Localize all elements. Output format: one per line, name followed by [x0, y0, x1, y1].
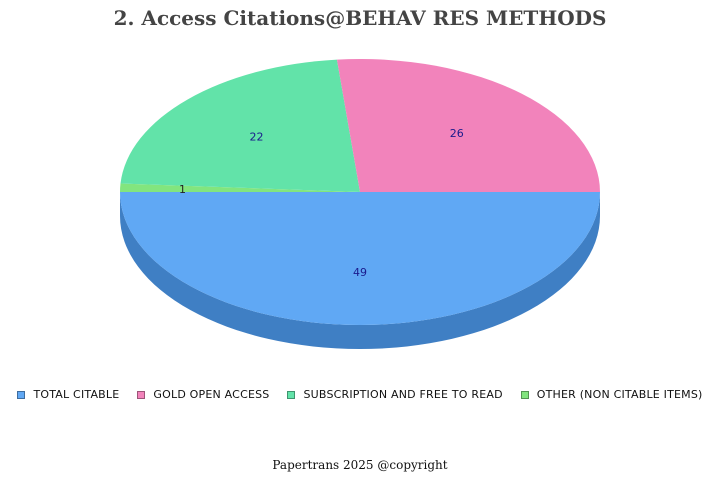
legend-swatch-gold-open-access — [137, 390, 146, 399]
legend-item-subscription-and-free-to-read: SUBSCRIPTION AND FREE TO READ — [287, 388, 503, 401]
legend: TOTAL CITABLE GOLD OPEN ACCESS SUBSCRIPTIO… — [0, 388, 720, 401]
legend-item-gold-open-access: GOLD OPEN ACCESS — [137, 388, 269, 401]
pie-label-total-citable: 49 — [353, 266, 367, 279]
pie-slice-gold-open-access — [336, 59, 601, 192]
pie-slice-subscription-and-free-to-read — [120, 59, 360, 192]
pie-slice-total-citable — [120, 192, 600, 325]
legend-swatch-total-citable — [17, 390, 26, 399]
pie-side-total-citable — [120, 192, 600, 349]
legend-label-other-non-citable-items: OTHER (NON CITABLE ITEMS) — [536, 388, 703, 401]
legend-label-subscription-and-free-to-read: SUBSCRIPTION AND FREE TO READ — [303, 388, 503, 401]
pie-slice-other-non-citable-items — [120, 183, 360, 192]
legend-item-total-citable: TOTAL CITABLE — [17, 388, 119, 401]
legend-label-total-citable: TOTAL CITABLE — [33, 388, 120, 401]
footer-copyright: Papertrans 2025 @copyright — [272, 458, 448, 472]
legend-item-other-non-citable-items: OTHER (NON CITABLE ITEMS) — [520, 388, 703, 401]
legend-label-gold-open-access: GOLD OPEN ACCESS — [153, 388, 270, 401]
legend-swatch-other-non-citable-items — [520, 390, 529, 399]
pie-chart: 49 1 22 26 — [120, 59, 601, 349]
chart-title: 2. Access Citations@BEHAV RES METHODS — [113, 6, 607, 30]
legend-swatch-subscription-and-free-to-read — [287, 390, 296, 399]
pie-label-other-non-citable-items: 1 — [179, 183, 186, 196]
pie-label-gold-open-access: 26 — [450, 127, 464, 140]
pie-label-subscription-and-free-to-read: 22 — [250, 130, 264, 143]
